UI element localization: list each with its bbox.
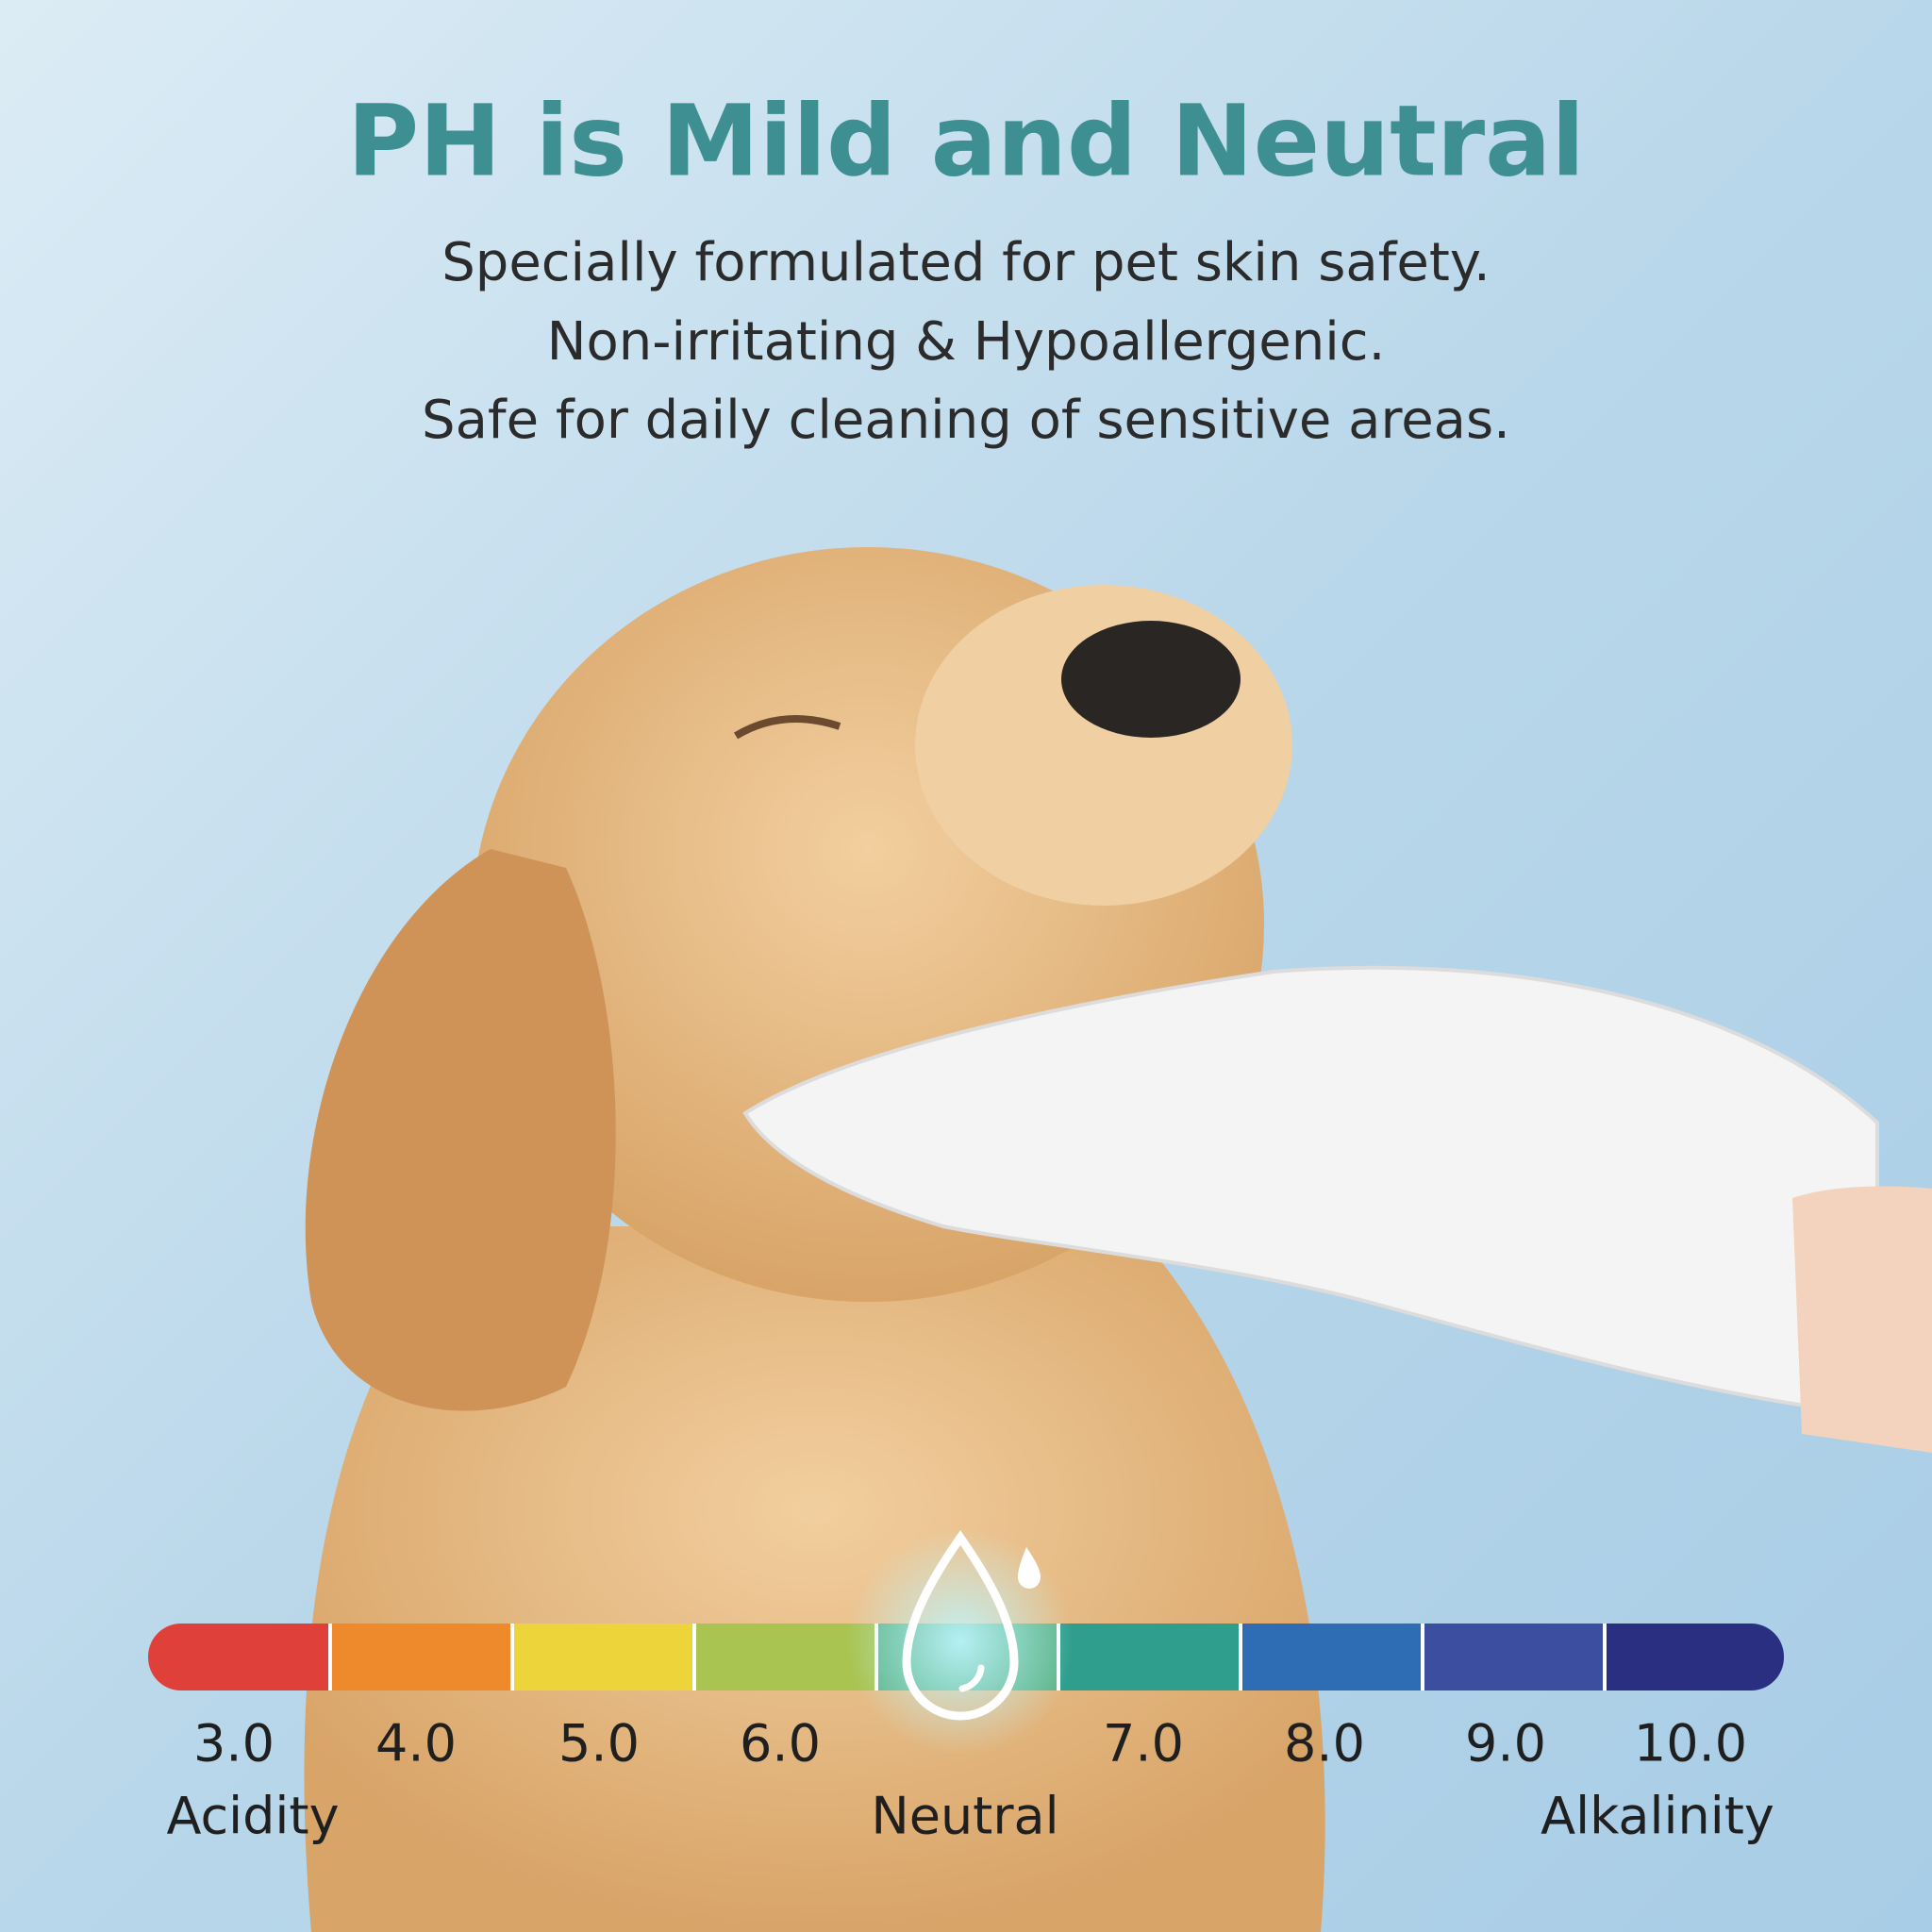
ph-value: 8.0 bbox=[1284, 1714, 1365, 1774]
ph-segment bbox=[1241, 1624, 1423, 1690]
drop-icon bbox=[847, 1528, 1074, 1755]
ph-segment bbox=[1058, 1624, 1241, 1690]
ph-value: 10.0 bbox=[1634, 1714, 1747, 1774]
ph-caption: Acidity bbox=[166, 1787, 339, 1846]
ph-segment bbox=[330, 1624, 512, 1690]
title: PH is Mild and Neutral bbox=[347, 83, 1585, 198]
ph-segment bbox=[148, 1624, 330, 1690]
ph-caption: Neutral bbox=[871, 1787, 1058, 1846]
subtitle-line: Specially formulated for pet skin safety… bbox=[441, 232, 1491, 293]
glove bbox=[742, 965, 1932, 1453]
ph-segment bbox=[1423, 1624, 1605, 1690]
ph-value: 9.0 bbox=[1465, 1714, 1546, 1774]
ph-value: 7.0 bbox=[1103, 1714, 1184, 1774]
ph-segment bbox=[512, 1624, 694, 1690]
ph-value: 5.0 bbox=[558, 1714, 640, 1774]
subtitle-line: Non-irritating & Hypoallergenic. bbox=[547, 311, 1386, 373]
ph-segment bbox=[1605, 1624, 1784, 1690]
ph-caption: Alkalinity bbox=[1541, 1787, 1774, 1846]
ph-value: 4.0 bbox=[375, 1714, 457, 1774]
ph-value: 6.0 bbox=[740, 1714, 821, 1774]
ph-segment bbox=[694, 1624, 876, 1690]
subtitle-line: Safe for daily cleaning of sensitive are… bbox=[422, 390, 1510, 451]
ph-value: 3.0 bbox=[193, 1714, 275, 1774]
